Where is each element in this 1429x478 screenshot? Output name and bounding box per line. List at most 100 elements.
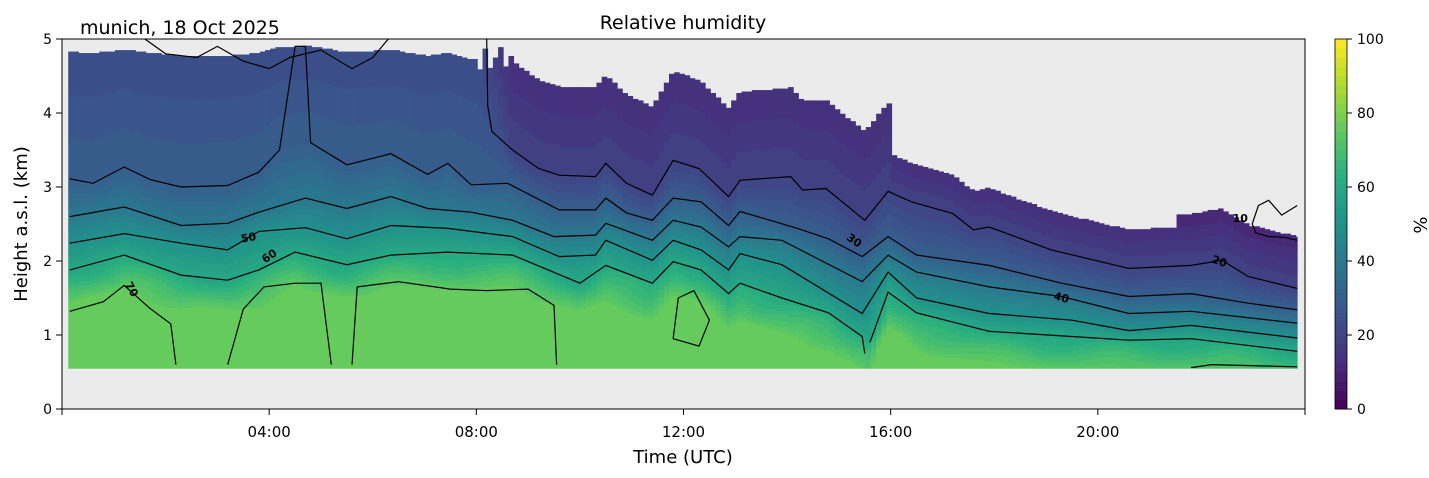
heatmap-cell bbox=[1026, 292, 1032, 300]
heatmap-cell bbox=[855, 214, 862, 226]
heatmap-cell bbox=[378, 264, 385, 270]
heatmap-cell bbox=[715, 304, 722, 311]
heatmap-cell bbox=[617, 208, 623, 214]
heatmap-cell bbox=[296, 159, 302, 174]
heatmap-cell bbox=[1036, 300, 1043, 307]
heatmap-cell bbox=[839, 279, 846, 288]
heatmap-cell bbox=[819, 316, 825, 325]
heatmap-cell bbox=[327, 272, 333, 277]
heatmap-cell bbox=[565, 215, 571, 224]
heatmap-cell bbox=[855, 337, 862, 343]
heatmap-cell bbox=[700, 112, 706, 143]
heatmap-cell bbox=[1098, 294, 1105, 300]
heatmap-cell bbox=[617, 227, 623, 233]
heatmap-cell bbox=[974, 246, 981, 257]
heatmap-cell bbox=[539, 169, 546, 178]
heatmap-cell bbox=[715, 310, 722, 317]
heatmap-cell bbox=[73, 229, 79, 236]
heatmap-cell bbox=[145, 243, 152, 252]
heatmap-cell bbox=[353, 285, 359, 292]
heatmap-cell bbox=[720, 226, 727, 233]
heatmap-cell bbox=[301, 288, 307, 369]
heatmap-cell bbox=[332, 255, 338, 267]
heatmap-cell bbox=[435, 260, 442, 269]
heatmap-cell bbox=[798, 257, 805, 264]
heatmap-cell bbox=[430, 93, 437, 134]
heatmap-cell bbox=[202, 195, 209, 206]
heatmap-cell bbox=[435, 178, 442, 190]
heatmap-cell bbox=[534, 107, 540, 138]
heatmap-cell bbox=[870, 150, 877, 181]
heatmap-cell bbox=[306, 206, 313, 215]
heatmap-cell bbox=[114, 50, 121, 91]
heatmap-cell bbox=[964, 211, 970, 226]
heatmap-cell bbox=[1016, 224, 1022, 239]
heatmap-cell bbox=[503, 285, 509, 369]
heatmap-cell bbox=[296, 206, 302, 215]
heatmap-cell bbox=[404, 254, 411, 260]
heatmap-cell bbox=[1047, 249, 1053, 258]
heatmap-cell bbox=[731, 282, 737, 289]
heatmap-cell bbox=[979, 329, 986, 335]
heatmap-cell bbox=[503, 201, 509, 211]
heatmap-cell bbox=[694, 79, 701, 110]
heatmap-cell bbox=[1016, 272, 1022, 277]
heatmap-cell bbox=[176, 196, 183, 206]
heatmap-cell bbox=[612, 297, 618, 306]
heatmap-cell bbox=[549, 245, 556, 251]
heatmap-cell bbox=[492, 279, 499, 286]
heatmap-cell bbox=[83, 53, 90, 97]
heatmap-cell bbox=[254, 183, 261, 193]
heatmap-cell bbox=[679, 238, 685, 245]
heatmap-cell bbox=[736, 283, 742, 289]
heatmap-cell bbox=[523, 263, 530, 269]
heatmap-cell bbox=[135, 267, 142, 273]
heatmap-cell bbox=[244, 238, 250, 248]
heatmap-cell bbox=[938, 272, 944, 277]
heatmap-cell bbox=[441, 267, 447, 274]
heatmap-cell bbox=[120, 249, 126, 257]
heatmap-cell bbox=[829, 260, 836, 267]
heatmap-cell bbox=[78, 95, 85, 140]
heatmap-cell bbox=[933, 208, 939, 221]
heatmap-cell bbox=[378, 187, 385, 200]
heatmap-cell bbox=[1119, 298, 1126, 304]
heatmap-cell bbox=[549, 214, 556, 223]
heatmap-cell bbox=[492, 235, 499, 240]
heatmap-cell bbox=[1047, 365, 1053, 369]
heatmap-cell bbox=[943, 211, 950, 224]
heatmap-cell bbox=[1036, 232, 1043, 246]
heatmap-cell bbox=[549, 221, 556, 230]
heatmap-cell bbox=[523, 168, 530, 177]
heatmap-cell bbox=[171, 272, 178, 277]
heatmap-cell bbox=[223, 230, 230, 237]
heatmap-cell bbox=[803, 220, 810, 232]
heatmap-cell bbox=[171, 227, 178, 233]
heatmap-cell bbox=[529, 195, 535, 205]
heatmap-cell bbox=[1021, 248, 1027, 258]
heatmap-cell bbox=[1124, 357, 1131, 368]
heatmap-cell bbox=[964, 267, 970, 273]
heatmap-cell bbox=[498, 144, 504, 165]
heatmap-cell bbox=[1047, 356, 1053, 362]
heatmap-cell bbox=[694, 242, 701, 249]
heatmap-cell bbox=[746, 232, 753, 239]
heatmap-cell bbox=[902, 186, 908, 199]
heatmap-cell bbox=[192, 252, 199, 261]
heatmap-cell bbox=[694, 258, 701, 264]
heatmap-cell bbox=[249, 301, 256, 309]
heatmap-cell bbox=[736, 205, 742, 214]
heatmap-cell bbox=[1031, 310, 1038, 317]
heatmap-cell bbox=[451, 131, 458, 169]
heatmap-cell bbox=[575, 229, 582, 236]
heatmap-cell bbox=[508, 224, 515, 229]
heatmap-cell bbox=[342, 223, 349, 232]
heatmap-cell bbox=[896, 248, 903, 254]
heatmap-cell bbox=[1010, 315, 1017, 320]
heatmap-cell bbox=[1036, 280, 1043, 286]
heatmap-cell bbox=[622, 204, 628, 212]
heatmap-cell bbox=[389, 285, 395, 369]
heatmap-cell bbox=[410, 184, 416, 195]
heatmap-cell bbox=[586, 249, 592, 257]
heatmap-cell bbox=[492, 254, 499, 260]
